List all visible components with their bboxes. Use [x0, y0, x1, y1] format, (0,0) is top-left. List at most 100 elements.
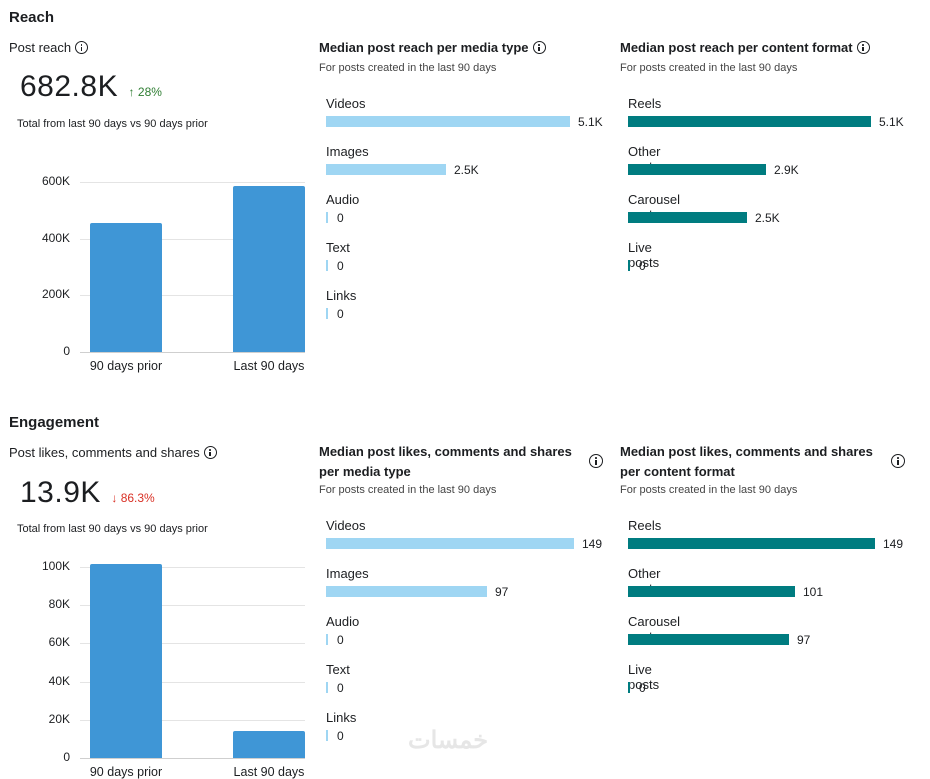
media-type-reach-subtitle: For posts created in the last 90 days	[319, 62, 497, 74]
bar-row-bar	[628, 116, 871, 127]
y-axis-tick-label: 200K	[41, 287, 70, 301]
info-icon[interactable]	[589, 454, 603, 468]
bar-row-value: 2.5K	[755, 211, 780, 225]
bar-row-value: 97	[797, 633, 811, 647]
bar-row-zero-bar	[628, 682, 630, 693]
content-format-engagement-title: Median post likes, comments and shares p…	[620, 442, 890, 482]
chart-gridline	[80, 567, 305, 568]
chart-baseline	[80, 758, 305, 759]
bar-row-bar	[628, 164, 766, 175]
post-engagement-column-chart: 0 20K 40K 60K 80K 100K 90 days prior Last 90 da…	[0, 0, 320, 779]
bar-row-value: 0	[337, 729, 344, 743]
bar-row-zero-bar	[326, 634, 328, 645]
info-icon[interactable]	[75, 41, 89, 54]
media-type-reach-title: Median post reach per media type	[319, 38, 546, 58]
bar-row-value: 0	[337, 633, 344, 647]
post-reach-caption: Total from last 90 days vs 90 days prior	[17, 118, 208, 130]
arrow-down-icon: ↓	[111, 491, 118, 505]
y-axis-tick-label: 400K	[41, 231, 70, 245]
bar-row-label: Links	[326, 710, 357, 725]
post-reach-delta: ↑ 28%	[129, 85, 162, 99]
content-format-reach-title: Median post reach per content format	[620, 38, 870, 58]
bar-row-label: Live posts	[628, 662, 660, 692]
column-bar	[90, 223, 162, 352]
bar-row-zero-bar	[326, 730, 328, 741]
bar-row-bar	[326, 538, 574, 549]
post-reach-column-chart: 0 200K 400K 600K 90 days prior Last 90 days	[0, 0, 320, 390]
post-engagement-value: 13.9K	[20, 476, 101, 509]
column-bar	[233, 186, 305, 352]
bar-row-value: 97	[495, 585, 509, 599]
bar-row-zero-bar	[326, 260, 328, 271]
y-axis-tick-label: 0	[63, 344, 70, 358]
bar-row-bar	[628, 538, 875, 549]
bar-row-label: Audio	[326, 614, 360, 629]
y-axis-tick-label: 0	[63, 750, 70, 764]
y-axis-tick-label: 60K	[48, 635, 70, 649]
post-engagement-title: Post likes, comments and shares	[9, 443, 217, 463]
y-axis-tick-label: 40K	[48, 674, 70, 688]
chart-gridline	[80, 605, 305, 606]
media-type-engagement-title-line1: Median post likes, comments and shares	[319, 444, 572, 459]
x-axis-category-label: Last 90 days	[233, 359, 305, 373]
bar-row-label: Videos	[326, 96, 366, 111]
post-engagement-caption: Total from last 90 days vs 90 days prior	[17, 523, 208, 535]
bar-row-value: 5.1K	[578, 115, 603, 129]
bar-row-value: 101	[803, 585, 824, 599]
media-type-engagement-title-line2: per media type	[319, 464, 411, 479]
bar-row-value: 149	[883, 537, 904, 551]
chart-gridline	[80, 295, 305, 296]
bar-row-label: Links	[326, 288, 357, 303]
y-axis-tick-label: 600K	[41, 174, 70, 188]
bar-row-value: 2.9K	[774, 163, 799, 177]
media-type-reach-title-text: Median post reach per media type	[319, 40, 529, 55]
bar-row-label: Videos	[326, 518, 366, 533]
post-reach-total: 682.8K ↑ 28%	[20, 70, 162, 104]
chart-gridline	[80, 720, 305, 721]
chart-gridline	[80, 182, 305, 183]
bar-row-value: 0	[639, 259, 646, 273]
bar-row-label: Text	[326, 240, 350, 255]
bar-row-bar	[628, 586, 795, 597]
y-axis-tick-label: 80K	[48, 597, 70, 611]
x-axis-category-label: 90 days prior	[89, 359, 163, 373]
engagement-section-title: Engagement	[9, 414, 100, 431]
post-engagement-delta-value: 86.3%	[120, 491, 155, 505]
bar-row-value: 0	[337, 307, 344, 321]
post-reach-title: Post reach	[9, 38, 89, 58]
bar-row-label: Reels	[628, 96, 662, 111]
content-format-reach-subtitle: For posts created in the last 90 days	[620, 62, 798, 74]
bar-row-label: Live posts	[628, 240, 660, 270]
info-icon[interactable]	[891, 454, 905, 468]
content-format-engagement-title-line1: Median post likes, comments and shares	[620, 444, 873, 459]
watermark: خمسات	[408, 727, 489, 754]
x-axis-category-label: 90 days prior	[89, 765, 163, 779]
info-icon[interactable]	[203, 446, 217, 459]
info-icon[interactable]	[856, 41, 870, 54]
bar-row-value: 0	[337, 211, 344, 225]
chart-baseline	[80, 352, 305, 353]
content-format-engagement-subtitle: For posts created in the last 90 days	[620, 484, 798, 496]
post-reach-value: 682.8K	[20, 70, 119, 103]
bar-row-value: 0	[337, 259, 344, 273]
column-bar	[233, 731, 305, 758]
bar-row-label: Text	[326, 662, 350, 677]
y-axis-tick-label: 100K	[41, 559, 70, 573]
content-format-engagement-title-line2: per content format	[620, 464, 735, 479]
media-type-engagement-subtitle: For posts created in the last 90 days	[319, 484, 497, 496]
info-icon[interactable]	[532, 41, 546, 54]
bar-row-label: Reels	[628, 518, 662, 533]
post-reach-title-text: Post reach	[9, 40, 72, 55]
bar-row-value: 149	[582, 537, 603, 551]
bar-row-zero-bar	[326, 308, 328, 319]
bar-row-value: 0	[337, 681, 344, 695]
bar-row-zero-bar	[326, 212, 328, 223]
reach-section-title: Reach	[9, 9, 55, 26]
y-axis-tick-label: 20K	[48, 712, 70, 726]
bar-row-value: 2.5K	[454, 163, 479, 177]
arrow-up-icon: ↑	[128, 85, 135, 99]
bar-row-bar	[326, 164, 446, 175]
column-bar	[90, 564, 162, 758]
post-engagement-total: 13.9K ↓ 86.3%	[20, 476, 155, 510]
bar-row-label: Audio	[326, 192, 360, 207]
